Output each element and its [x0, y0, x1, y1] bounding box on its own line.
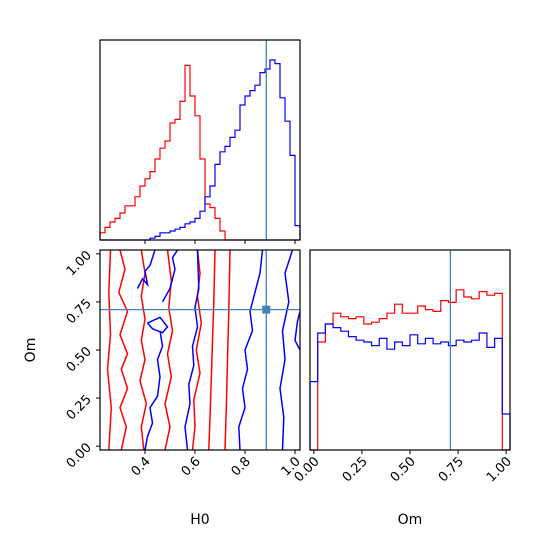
om-hist-red-series: [310, 289, 510, 451]
contour-red: [224, 250, 231, 450]
om-xtick-label: 0.25: [340, 454, 371, 485]
contour-blue: [136, 250, 156, 289]
om-xtick-label: 0.75: [436, 454, 467, 485]
xlabel-h0: H0: [190, 512, 209, 528]
contour-red: [191, 250, 203, 450]
contour-blue: [144, 330, 164, 450]
om-hist-blue-series: [309, 323, 511, 450]
om-ytick-label: 0.25: [64, 392, 95, 423]
contour-blue: [294, 311, 300, 351]
contour-blue: [279, 250, 294, 450]
om-ytick-label: 0.75: [64, 296, 95, 327]
h0-xtick-label: 0.4: [129, 454, 154, 479]
ylabel-om: Om: [23, 338, 39, 363]
h0-xtick-label: 0.6: [179, 454, 204, 479]
h0-histogram-panel: [99, 39, 301, 244]
om-xtick-label: 0.50: [388, 454, 419, 485]
contour-red: [106, 250, 113, 450]
contour-blue: [238, 250, 264, 450]
contour-red: [139, 250, 148, 450]
om-ytick-label: 0.50: [64, 344, 95, 375]
h0-om-contour-panel: 0.4 0.6 0.8 1.00.000.250.500.751.00: [64, 248, 304, 479]
contour-red: [164, 250, 174, 450]
xlabel-om: Om: [398, 512, 423, 528]
h0-xtick-label: 0.8: [229, 454, 254, 479]
om-ytick-label: 1.00: [64, 248, 95, 279]
contour-red: [208, 250, 216, 450]
contour-lines-group: [106, 250, 300, 450]
om-ytick-label: 0.00: [64, 440, 95, 471]
om-xtick-label: 1.00: [484, 454, 515, 485]
truth-marker: [262, 305, 271, 314]
contour-blue: [161, 250, 179, 303]
om-hist-frame: [309, 249, 511, 451]
h0-hist-blue-series: [100, 59, 301, 241]
contour-blue: [146, 316, 169, 334]
contour-red: [118, 250, 129, 450]
contour-blue: [184, 250, 200, 450]
h0-hist-frame: [99, 39, 301, 241]
om-histogram-panel: 0.00 0.25 0.50 0.75 1.00: [292, 249, 515, 485]
